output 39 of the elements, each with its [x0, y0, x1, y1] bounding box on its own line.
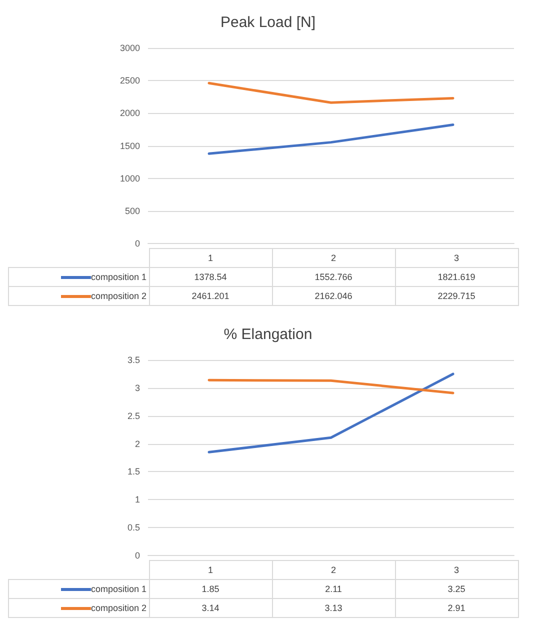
y-tick-label: 1.5 [127, 466, 140, 477]
y-tick-label: 1500 [120, 140, 140, 151]
x-tick-label: 2 [272, 560, 395, 580]
y-tick-label: 1 [134, 494, 140, 505]
data-label: 2162.046 [272, 286, 395, 306]
y-tick-label: 2500 [120, 76, 140, 86]
y-tick-label: 2.5 [127, 410, 140, 421]
x-tick-label: 3 [395, 560, 518, 580]
y-tick-label: 2000 [120, 108, 140, 118]
data-label: 1552.766 [272, 268, 395, 286]
data-label: 3.25 [395, 580, 518, 598]
y-tick-label: 0.5 [127, 522, 140, 533]
x-tick-label: 1 [149, 248, 272, 268]
y-tick-label: 3000 [120, 43, 140, 53]
y-tick-label: 3 [134, 382, 140, 393]
x-tick-label: 3 [395, 248, 518, 268]
y-tick-label: 1000 [120, 173, 140, 184]
y-tick-label: 500 [124, 206, 140, 216]
chart-title: Peak Load [N] [220, 14, 316, 31]
data-label: 1378.54 [149, 268, 272, 286]
data-label: 2.91 [395, 598, 518, 618]
data-label: 2461.201 [149, 286, 272, 306]
y-tick-label: 3.5 [127, 355, 140, 365]
legend-label: composition 2 [90, 603, 146, 613]
legend-label: composition 2 [90, 291, 146, 301]
data-label: 1.85 [149, 580, 272, 598]
y-tick-label: 0 [134, 238, 140, 248]
x-tick-label: 1 [149, 560, 272, 580]
legend-label: composition 1 [90, 584, 146, 594]
legend-label: composition 1 [90, 272, 146, 282]
data-label: 3.14 [149, 598, 272, 618]
chart-title: % Elangation [224, 326, 312, 343]
data-label: 2229.715 [395, 286, 518, 306]
data-label: 2.11 [272, 580, 395, 598]
data-label: 3.13 [272, 598, 395, 618]
x-tick-label: 2 [272, 248, 395, 268]
y-tick-label: 0 [134, 550, 140, 560]
y-tick-label: 2 [134, 438, 140, 449]
data-label: 1821.619 [395, 268, 518, 286]
